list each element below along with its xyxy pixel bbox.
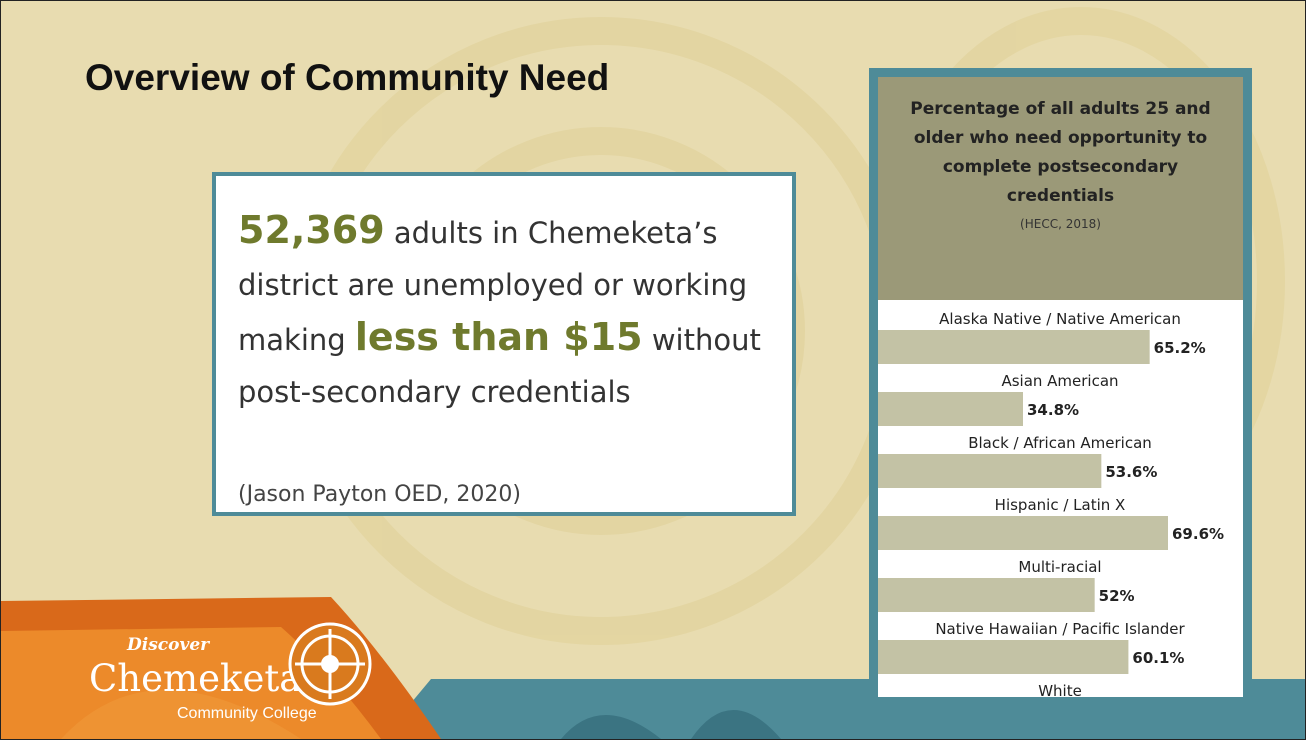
value-label: 69.6% bbox=[1172, 525, 1224, 543]
chart-panel: Percentage of all adults 25 and older wh… bbox=[869, 68, 1252, 706]
logo-discover: Discover bbox=[127, 635, 210, 655]
stat-text-part-b: without post-secondary credentials bbox=[238, 323, 761, 409]
stat-number: 52,369 bbox=[238, 208, 385, 252]
bar bbox=[878, 640, 1129, 674]
stat-highlight: less than $15 bbox=[354, 315, 643, 359]
bar bbox=[878, 516, 1168, 550]
category-label: Black / African American bbox=[968, 434, 1152, 452]
chart-body: Alaska Native / Native American 65.2% Asia… bbox=[878, 300, 1243, 697]
stat-text-part-a: adults in Chemeketa’s district are unemp… bbox=[238, 216, 748, 357]
category-label: White bbox=[1038, 682, 1082, 697]
value-label: 53.6% bbox=[1105, 463, 1157, 481]
value-label: 52% bbox=[1099, 587, 1135, 605]
bar bbox=[878, 454, 1102, 488]
college-seal-icon bbox=[288, 622, 372, 706]
logo-name: Chemeketa bbox=[89, 657, 302, 700]
logo-subtitle: Community College bbox=[177, 705, 317, 722]
chart-header: Percentage of all adults 25 and older wh… bbox=[878, 77, 1243, 300]
stat-source: (Jason Payton OED, 2020) bbox=[238, 482, 521, 507]
value-label: 34.8% bbox=[1027, 401, 1079, 419]
category-label: Native Hawaiian / Pacific Islander bbox=[935, 620, 1185, 638]
bar bbox=[878, 578, 1095, 612]
statistic-text: 52,369 adults in Chemeketa’s district ar… bbox=[238, 204, 788, 418]
category-label: Hispanic / Latin X bbox=[995, 496, 1126, 514]
bar-chart: Alaska Native / Native American 65.2% Asia… bbox=[878, 310, 1224, 697]
bar bbox=[878, 392, 1023, 426]
chart-subtitle: (HECC, 2018) bbox=[1020, 217, 1101, 231]
chart-title: Percentage of all adults 25 and older wh… bbox=[910, 99, 1211, 206]
bar bbox=[878, 330, 1150, 364]
category-label: Alaska Native / Native American bbox=[939, 310, 1181, 328]
statistic-callout: 52,369 adults in Chemeketa’s district ar… bbox=[212, 172, 796, 516]
slide-title: Overview of Community Need bbox=[85, 57, 610, 98]
value-label: 60.1% bbox=[1132, 649, 1184, 667]
category-label: Multi-racial bbox=[1018, 558, 1101, 576]
category-label: Asian American bbox=[1001, 372, 1118, 390]
value-label: 65.2% bbox=[1154, 339, 1206, 357]
